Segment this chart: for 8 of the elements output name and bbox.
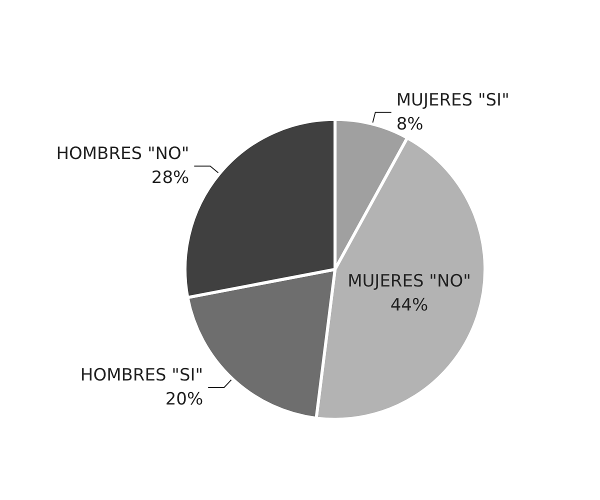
data-label: 28% [151, 168, 190, 188]
slice-label: HOMBRES "SI" [80, 365, 204, 386]
slice-label: MUJERES "SI" [396, 90, 510, 110]
data-label: 8% [396, 114, 424, 134]
slice-label: MUJERES "NO" [348, 271, 471, 292]
slice-label: HOMBRES "NO" [56, 144, 190, 164]
data-label: 44% [390, 295, 428, 316]
data-label: 20% [165, 389, 204, 410]
